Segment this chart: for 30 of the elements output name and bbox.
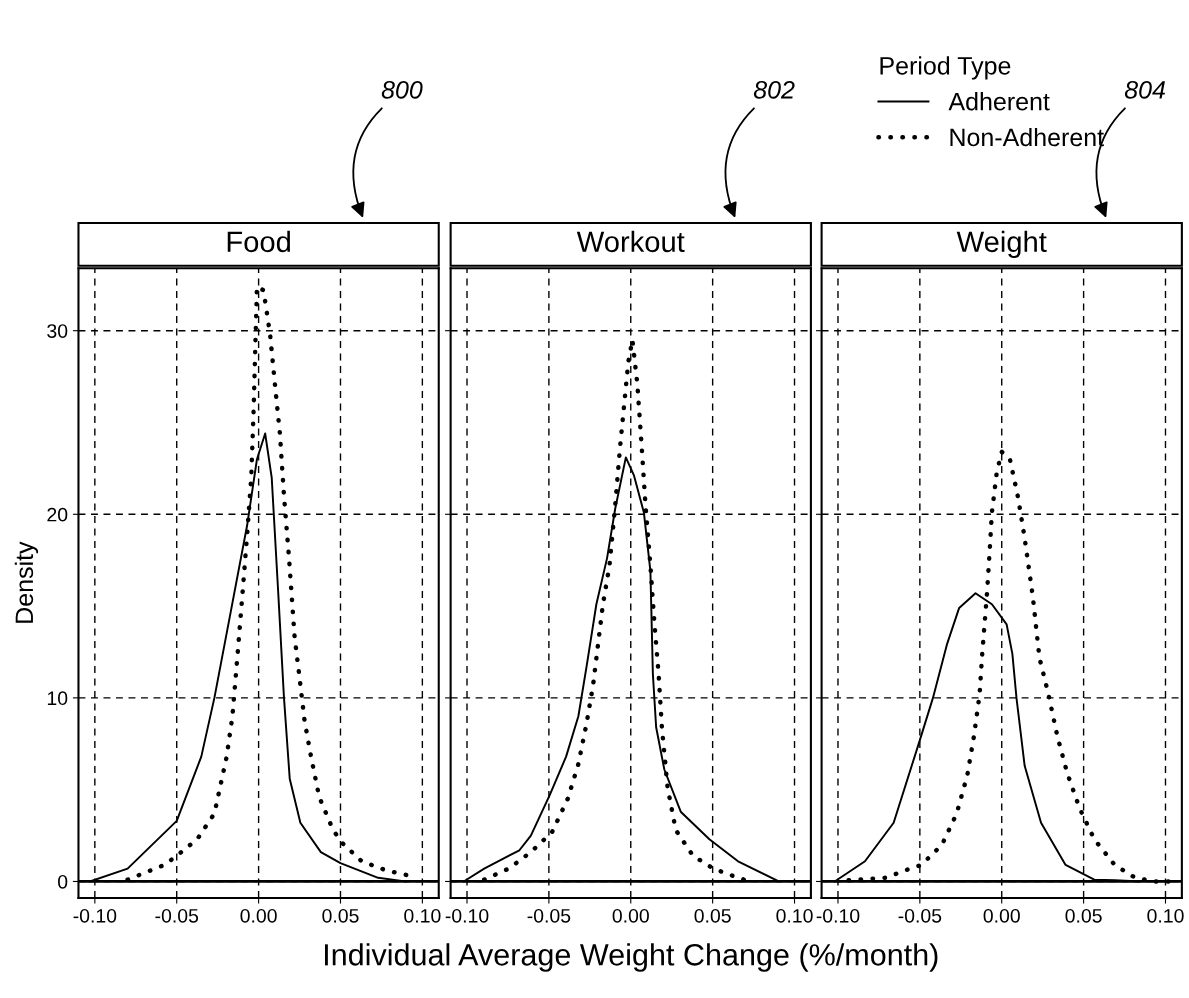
legend-label: Non-Adherent: [950, 127, 1104, 147]
x-tick-label: -0.10: [445, 908, 489, 923]
legend-label: Adherent: [948, 92, 1050, 111]
x-tick-label: -0.10: [816, 908, 860, 923]
x-tick-label: -0.05: [155, 908, 199, 923]
chart-title: Food: [227, 230, 290, 253]
x-tick-label: 0.00: [240, 908, 277, 923]
x-tick-label: 0.10: [404, 908, 441, 923]
x-tick-label: 0.00: [612, 908, 649, 923]
text: 800: [381, 80, 423, 99]
y-tick-label: 0: [58, 874, 68, 889]
text: 804: [1124, 80, 1165, 99]
y-tick-label: 20: [47, 507, 68, 522]
x-axis-title: Individual Average Weight Change (%/month): [325, 943, 938, 972]
chart-title: Workout: [576, 230, 685, 253]
y-tick-label: 10: [47, 691, 68, 706]
chart-title: Weight: [956, 230, 1047, 258]
x-tick-label: 0.10: [1147, 908, 1184, 923]
y-axis-title: Density: [14, 541, 39, 623]
text: 802: [753, 80, 795, 99]
x-tick-label: 0.05: [1065, 908, 1102, 923]
y-tick-label: 30: [47, 324, 68, 338]
x-tick-label: 0.00: [983, 908, 1020, 923]
x-tick-label: 0.05: [322, 908, 359, 923]
x-tick-label: -0.05: [527, 908, 571, 923]
x-tick-label: 0.10: [776, 908, 813, 923]
x-tick-label: -0.05: [898, 908, 942, 923]
x-tick-label: -0.10: [73, 908, 117, 923]
legend-title: Period Type: [880, 56, 1011, 80]
x-tick-label: 0.05: [694, 908, 731, 923]
